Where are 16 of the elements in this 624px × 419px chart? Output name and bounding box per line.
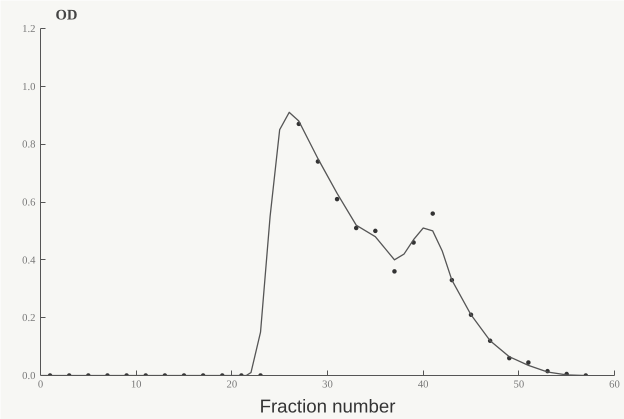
y-tick-label: 0.2	[22, 313, 36, 324]
y-tick-label: 0.0	[22, 371, 36, 382]
y-tick-label: 0.4	[22, 255, 36, 266]
y-tick-label: 1.0	[22, 82, 36, 93]
y-tick-label: 1.2	[22, 24, 36, 35]
x-tick-label: 20	[226, 380, 238, 390]
x-tick-label: 40	[418, 380, 428, 390]
y-tick-label: 0.6	[22, 198, 36, 208]
x-tick-label: 30	[322, 380, 333, 390]
x-tick-label: 60	[609, 380, 620, 390]
x-tick-label: 10	[130, 380, 142, 390]
x-axis-title: Fraction number	[260, 396, 396, 416]
x-tick-label: 50	[514, 380, 524, 390]
x-tick-label: 0	[38, 380, 44, 390]
y-axis-title: OD	[56, 8, 78, 24]
y-tick-label: 0.8	[22, 140, 36, 151]
